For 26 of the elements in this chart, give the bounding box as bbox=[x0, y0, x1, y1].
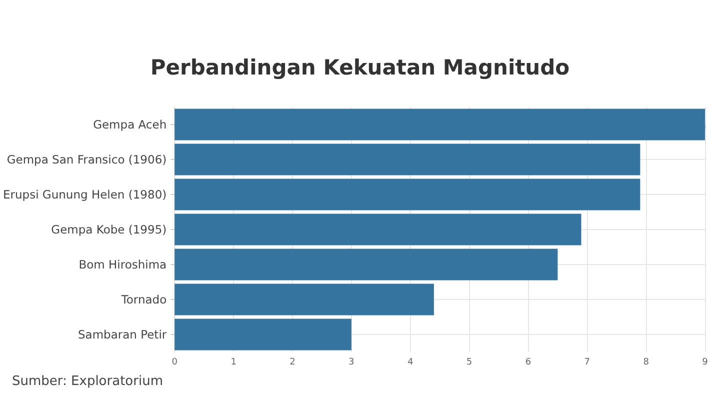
bar bbox=[174, 178, 640, 210]
x-tick-label: 7 bbox=[584, 358, 590, 368]
x-tick-label: 8 bbox=[643, 358, 650, 368]
x-tick-label: 9 bbox=[702, 358, 708, 368]
y-tick-label: Gempa San Fransico (1906) bbox=[6, 152, 167, 166]
bar bbox=[174, 144, 640, 176]
y-tick-label: Gempa Aceh bbox=[93, 118, 167, 132]
x-tick-label: 2 bbox=[290, 358, 296, 368]
y-tick-label: Bom Hiroshima bbox=[78, 258, 167, 272]
y-tick-label: Sambaran Petir bbox=[78, 328, 167, 342]
text: Sumber: Exploratorium bbox=[12, 374, 163, 389]
x-tick-label: 3 bbox=[348, 358, 354, 368]
x-tick-label: 4 bbox=[407, 358, 414, 368]
x-tick-label: 1 bbox=[230, 358, 236, 368]
bar bbox=[174, 214, 582, 246]
x-tick-label: 5 bbox=[466, 358, 472, 368]
bar bbox=[174, 284, 434, 316]
x-tick-label: 6 bbox=[525, 358, 532, 368]
bar bbox=[174, 248, 558, 280]
bar bbox=[174, 318, 352, 350]
chart-title: Perbandingan Kekuatan Magnitudo bbox=[150, 56, 570, 80]
x-tick-label: 0 bbox=[172, 358, 178, 368]
bar bbox=[174, 108, 705, 140]
y-tick-label: Erupsi Gunung Helen (1980) bbox=[2, 188, 167, 202]
y-tick-label: Gempa Kobe (1995) bbox=[51, 222, 167, 236]
y-tick-label: Tornado bbox=[120, 292, 167, 306]
